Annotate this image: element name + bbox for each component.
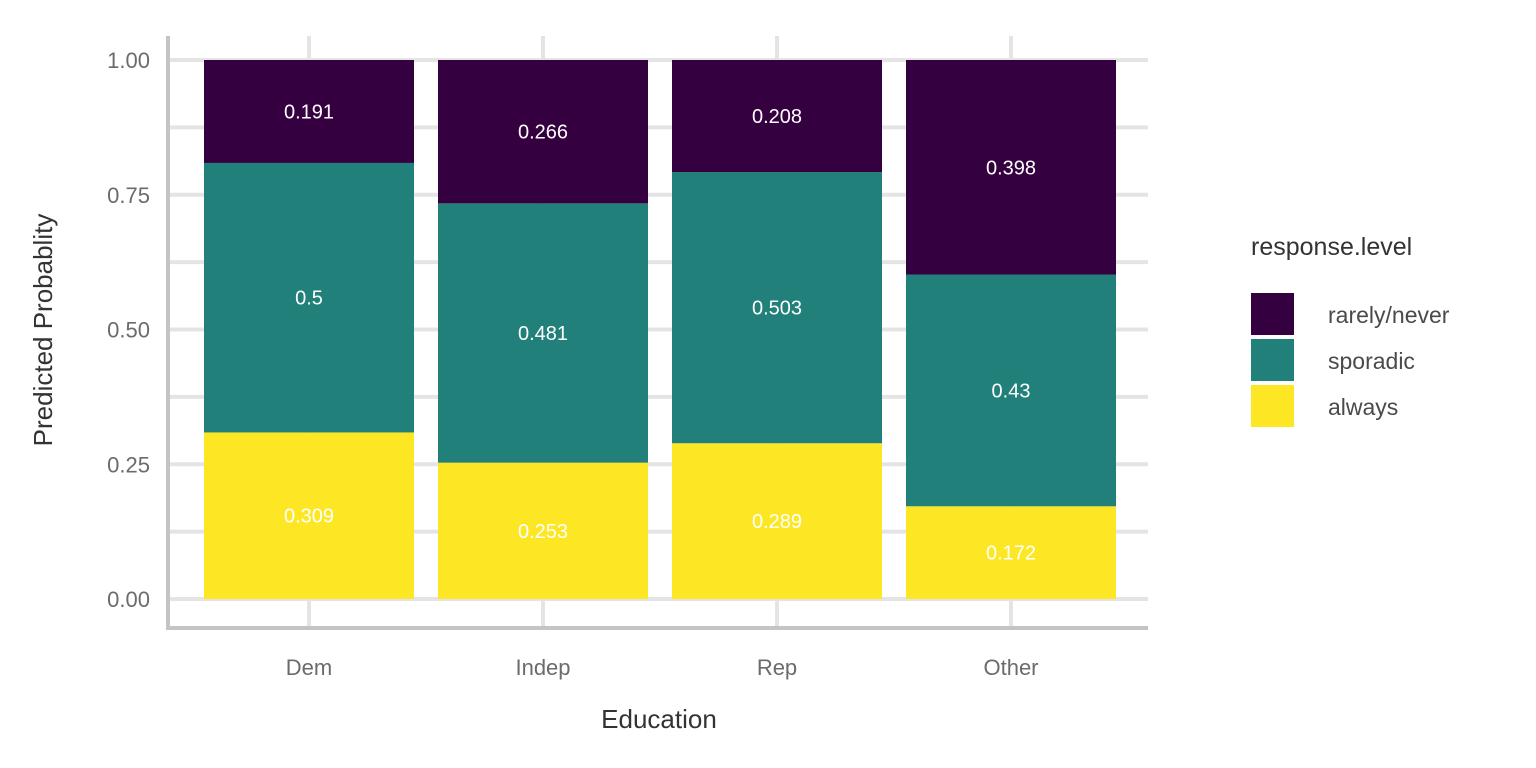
data-label: 0.309	[284, 506, 334, 528]
data-label: 0.503	[752, 298, 802, 320]
data-label: 0.289	[752, 511, 802, 533]
data-label: 0.5	[295, 288, 323, 310]
legend-swatch	[1251, 293, 1294, 335]
bar-segment	[672, 60, 882, 173]
y-axis-title: Predicted Probablity	[28, 214, 58, 447]
x-tick-label: Dem	[286, 655, 332, 680]
data-label: 0.253	[518, 521, 568, 543]
data-labels: 0.309 0.5 0.191 0.253 0.481 0.266 0.289 0.503 0.…	[284, 101, 1036, 564]
y-tick-label: 0.50	[107, 318, 150, 343]
data-label: 0.208	[752, 106, 802, 128]
legend-label: always	[1328, 394, 1398, 420]
legend-label: rarely/never	[1328, 302, 1450, 328]
axes: 0.00 0.25 0.50 0.75 1.00 Dem Indep Rep Other	[107, 36, 1148, 680]
bar-segment	[204, 162, 414, 433]
data-label: 0.191	[284, 101, 334, 123]
bar-segment	[906, 506, 1116, 599]
x-axis-title: Education	[601, 704, 717, 734]
bar-segment	[204, 432, 414, 599]
data-label: 0.172	[986, 543, 1036, 565]
legend-swatch	[1251, 339, 1294, 381]
bar-segment	[906, 60, 1116, 275]
y-tick-label: 0.25	[107, 452, 150, 477]
data-label: 0.398	[986, 157, 1036, 179]
bar-segment	[204, 60, 414, 163]
bar-segment	[906, 274, 1116, 507]
bar-segment	[672, 172, 882, 444]
y-tick-label: 0.00	[107, 587, 150, 612]
bar-segment	[438, 462, 648, 599]
legend-swatch	[1251, 385, 1294, 427]
legend-title: response.level	[1251, 233, 1412, 261]
bar-segment	[438, 203, 648, 463]
x-tick-label: Indep	[515, 655, 570, 680]
y-tick-label: 1.00	[107, 48, 150, 73]
x-tick-label: Rep	[757, 655, 797, 680]
y-tick-label: 0.75	[107, 183, 150, 208]
bar-segment	[672, 443, 882, 599]
legend-label: sporadic	[1328, 348, 1415, 374]
data-label: 0.481	[518, 323, 568, 345]
legend: response.level rarely/never sporadic alway…	[1251, 233, 1450, 427]
data-label: 0.43	[992, 380, 1031, 402]
x-tick-label: Other	[983, 655, 1038, 680]
bars	[204, 60, 1116, 599]
bar-segment	[438, 60, 648, 204]
data-label: 0.266	[518, 122, 568, 144]
